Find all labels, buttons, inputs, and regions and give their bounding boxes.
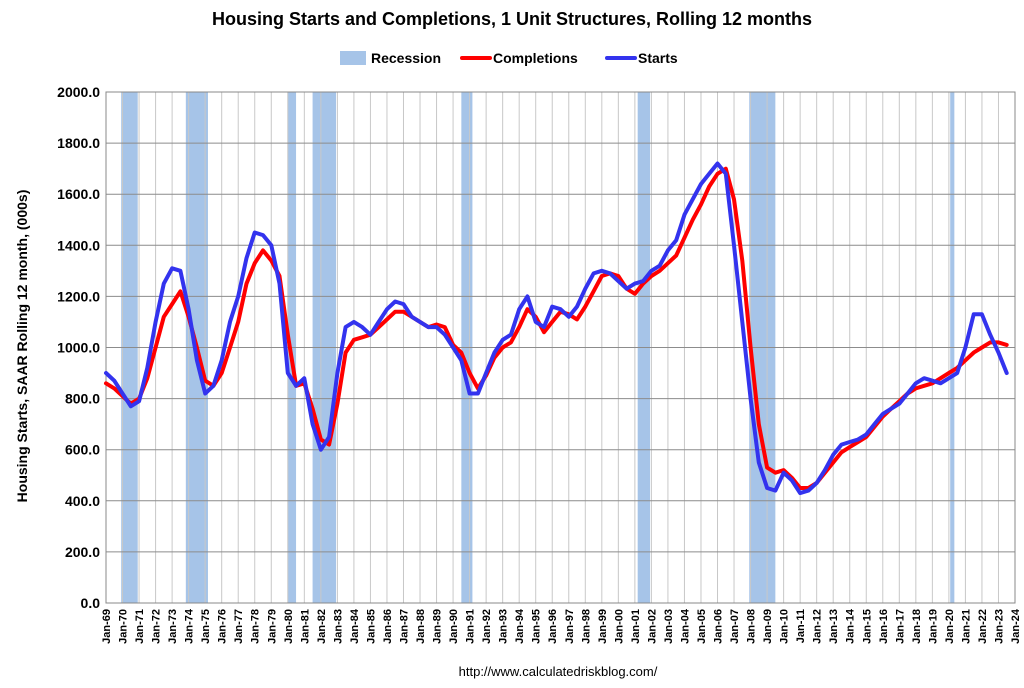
y-tick-label: 0.0 — [81, 595, 101, 611]
x-tick-label: Jan-78 — [250, 609, 262, 644]
x-tick-label: Jan-95 — [531, 609, 543, 644]
plot-frame — [105, 91, 1016, 604]
legend: Recession Completions Starts — [340, 50, 678, 66]
y-tick-label: 200.0 — [65, 544, 100, 560]
x-tick-label: Jan-86 — [382, 609, 394, 644]
x-tick-label: Jan-70 — [118, 609, 130, 644]
x-axis-ticks: Jan-69 Jan-70 Jan-71 Jan-72 Jan-73 Jan-74 Jan-… — [101, 608, 1022, 644]
x-tick-label: Jan-10 — [779, 609, 791, 644]
y-tick-label: 1800.0 — [57, 135, 100, 151]
x-tick-label: Jan-23 — [993, 609, 1005, 644]
series-line-completions — [104, 166, 1009, 490]
x-tick-label: Jan-93 — [498, 609, 510, 644]
x-tick-label: Jan-85 — [365, 609, 377, 644]
series-line-starts — [104, 161, 1009, 496]
y-tick-label: 2000.0 — [57, 84, 100, 100]
x-tick-label: Jan-03 — [663, 609, 675, 644]
x-tick-label: Jan-21 — [960, 609, 972, 644]
x-tick-label: Jan-72 — [151, 609, 163, 644]
x-tick-label: Jan-00 — [613, 609, 625, 644]
chart-title: Housing Starts and Completions, 1 Unit S… — [212, 9, 812, 29]
x-tick-label: Jan-06 — [713, 609, 725, 644]
plot-area: 0.0 200.0 400.0 600.0 800.0 1000.0 1200.0 1400.… — [57, 84, 1022, 644]
x-tick-label: Jan-22 — [977, 609, 989, 644]
y-tick-label: 800.0 — [65, 391, 100, 407]
series-lines — [104, 161, 1009, 496]
x-tick-label: Jan-81 — [299, 609, 311, 644]
x-tick-label: Jan-94 — [514, 608, 526, 644]
x-tick-label: Jan-97 — [564, 609, 576, 644]
legend-label-starts: Starts — [638, 50, 678, 66]
x-tick-label: Jan-79 — [266, 609, 278, 644]
x-tick-label: Jan-04 — [679, 608, 691, 644]
x-tick-label: Jan-76 — [217, 609, 229, 644]
x-tick-label: Jan-82 — [316, 609, 328, 644]
x-tick-label: Jan-01 — [630, 609, 642, 644]
x-tick-label: Jan-96 — [547, 609, 559, 644]
gridlines — [105, 91, 1016, 604]
legend-swatch-recession — [340, 51, 366, 65]
x-tick-label: Jan-99 — [597, 609, 609, 644]
x-tick-label: Jan-12 — [812, 609, 824, 644]
y-tick-label: 600.0 — [65, 442, 100, 458]
x-tick-label: Jan-13 — [828, 609, 840, 644]
x-tick-label: Jan-91 — [465, 609, 477, 644]
source-url: http://www.calculatedriskblog.com/ — [459, 664, 658, 679]
x-tick-label: Jan-75 — [200, 609, 212, 644]
x-tick-label: Jan-80 — [283, 609, 295, 644]
x-tick-label: Jan-83 — [332, 609, 344, 644]
x-tick-label: Jan-11 — [795, 609, 807, 643]
x-tick-label: Jan-16 — [878, 609, 890, 644]
x-tick-label: Jan-89 — [432, 609, 444, 644]
x-tick-label: Jan-77 — [233, 609, 245, 644]
legend-label-completions: Completions — [493, 50, 578, 66]
y-tick-label: 1600.0 — [57, 186, 100, 202]
x-tick-label: Jan-69 — [101, 609, 113, 644]
y-tick-label: 400.0 — [65, 493, 100, 509]
y-tick-label: 1000.0 — [57, 340, 100, 356]
y-tick-label: 1200.0 — [57, 288, 100, 304]
x-tick-label: Jan-20 — [944, 609, 956, 644]
x-tick-label: Jan-08 — [746, 609, 758, 644]
x-tick-label: Jan-19 — [927, 609, 939, 644]
x-tick-label: Jan-90 — [448, 609, 460, 644]
x-tick-label: Jan-02 — [646, 609, 658, 644]
x-tick-label: Jan-73 — [167, 609, 179, 644]
x-tick-label: Jan-07 — [729, 609, 741, 644]
x-tick-label: Jan-71 — [134, 609, 146, 644]
x-tick-label: Jan-84 — [349, 608, 361, 644]
x-tick-label: Jan-88 — [415, 609, 427, 644]
x-tick-label: Jan-87 — [398, 609, 410, 644]
x-tick-label: Jan-98 — [580, 609, 592, 644]
x-tick-label: Jan-09 — [762, 609, 774, 644]
y-axis-ticks: 0.0 200.0 400.0 600.0 800.0 1000.0 1200.0 1400.… — [57, 84, 100, 611]
x-tick-label: Jan-92 — [481, 609, 493, 644]
y-axis-label: Housing Starts, SAAR Rolling 12 month, (… — [14, 190, 30, 503]
x-tick-label: Jan-74 — [184, 608, 196, 644]
y-tick-label: 1400.0 — [57, 237, 100, 253]
legend-label-recession: Recession — [371, 50, 441, 66]
x-tick-label: Jan-05 — [696, 609, 708, 644]
x-tick-label: Jan-18 — [911, 609, 923, 644]
x-tick-label: Jan-14 — [845, 608, 857, 644]
x-tick-label: Jan-24 — [1010, 608, 1022, 644]
x-tick-label: Jan-15 — [861, 609, 873, 644]
x-tick-label: Jan-17 — [894, 609, 906, 644]
